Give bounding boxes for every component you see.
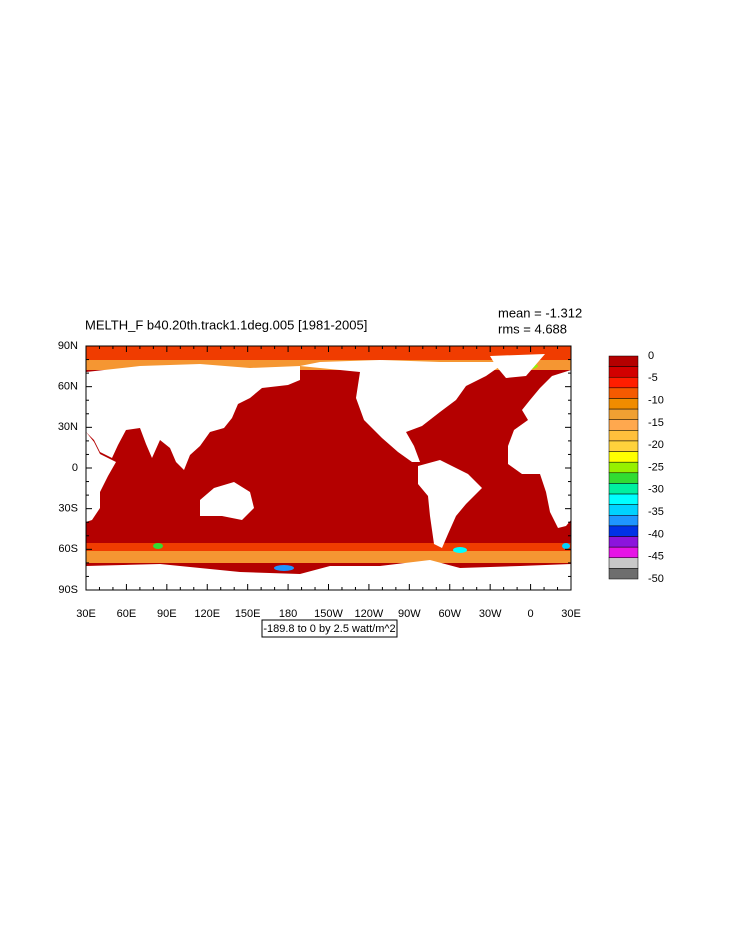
lon-label: 60W [438, 608, 461, 620]
info-label: -189.8 to 0 by 2.5 watt/m^2 [263, 623, 395, 635]
colorbar-box [608, 525, 639, 537]
land [86, 364, 300, 470]
colorbar-box [608, 430, 639, 442]
colorbar-box [608, 398, 639, 410]
lon-label: 150E [235, 608, 261, 620]
rms-stat: rms = 4.688 [498, 321, 567, 336]
colorbar-box [608, 376, 639, 389]
lat-label: 0 [72, 462, 78, 474]
colorbar-box [608, 440, 639, 452]
southern-band [86, 543, 571, 551]
colorbar-box [608, 366, 639, 378]
lat-label: 90S [58, 584, 78, 596]
colorbar-label: -50 [648, 573, 664, 585]
colorbar-box [608, 451, 639, 463]
lon-label: 90E [157, 608, 177, 620]
colorbar-label: -20 [648, 439, 664, 451]
lon-label: 30W [479, 608, 502, 620]
lon-label: 180 [279, 608, 297, 620]
colorbar-box [608, 504, 639, 516]
lat-label: 30S [58, 503, 78, 515]
map [85, 345, 572, 591]
lat-label: 60N [58, 381, 78, 393]
land [86, 560, 571, 590]
colorbar-box [608, 483, 639, 495]
colorbar-box [608, 568, 639, 580]
lon-label: 30E [76, 608, 96, 620]
land [300, 360, 506, 462]
anomaly [453, 547, 467, 553]
land [200, 482, 254, 520]
colorbar-box [608, 408, 639, 420]
colorbar-box [608, 536, 639, 548]
map-title: MELTH_F b40.20th.track1.1deg.005 [1981-2… [85, 317, 367, 332]
colorbar-label: -30 [648, 484, 664, 496]
colorbar-box [608, 355, 639, 367]
colorbar-label: 0 [648, 350, 654, 362]
colorbar-label: -5 [648, 372, 658, 384]
colorbar-label: -40 [648, 528, 664, 540]
colorbar-box [608, 419, 639, 431]
lon-label: 120W [355, 608, 384, 620]
colorbar-box [608, 387, 639, 399]
lon-label: 150W [314, 608, 343, 620]
anomaly [562, 543, 570, 549]
lon-label: 30E [561, 608, 581, 620]
anomaly [274, 565, 294, 571]
colorbar-label: -10 [648, 395, 664, 407]
lat-label: 60S [58, 543, 78, 555]
lat-label: 30N [58, 421, 78, 433]
info-box [261, 619, 398, 638]
lon-label: 60E [117, 608, 137, 620]
anomaly [153, 543, 163, 549]
lon-label: 120E [194, 608, 220, 620]
colorbar-box [608, 493, 639, 505]
colorbar-box [608, 472, 639, 484]
land [418, 460, 482, 548]
colorbar-box [608, 461, 639, 474]
colorbar-box [608, 546, 639, 559]
land [86, 432, 116, 522]
lon-label: 0 [528, 608, 534, 620]
lat-label: 90N [58, 340, 78, 352]
colorbar-box [608, 557, 639, 569]
colorbar-box [608, 515, 639, 527]
land [490, 354, 545, 378]
southern-band [86, 551, 571, 563]
colorbar-label: -15 [648, 417, 664, 429]
colorbar-label: -25 [648, 461, 664, 473]
mean-stat: mean = -1.312 [498, 305, 582, 320]
colorbar-label: -35 [648, 506, 664, 518]
land [508, 370, 571, 528]
lon-label: 90W [398, 608, 421, 620]
colorbar-label: -45 [648, 551, 664, 563]
